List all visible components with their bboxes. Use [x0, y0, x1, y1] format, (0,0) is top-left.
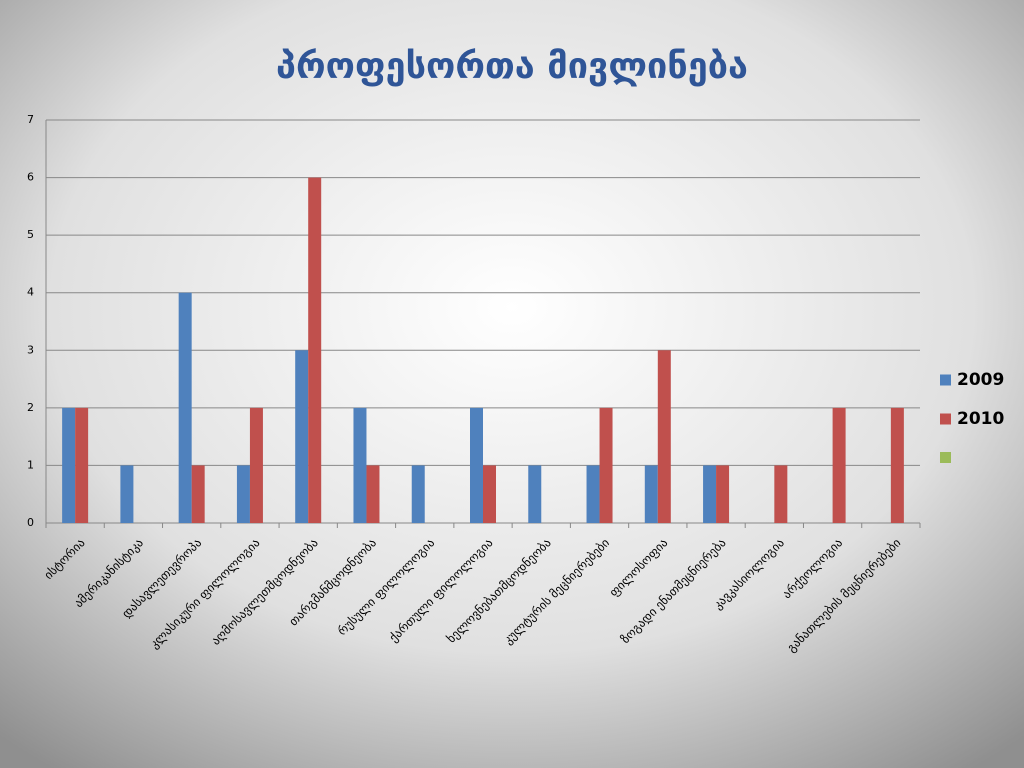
- bar: [528, 465, 542, 523]
- bar: [249, 407, 263, 523]
- legend-swatch: [940, 452, 951, 463]
- bar: [890, 407, 904, 523]
- y-tick-label: 0: [27, 516, 34, 529]
- bar: [62, 407, 76, 523]
- legend-label: 2010: [957, 409, 1004, 429]
- bar: [599, 407, 613, 523]
- y-tick-label: 3: [27, 343, 34, 356]
- bar: [470, 407, 483, 523]
- bar: [483, 465, 496, 523]
- y-tick-label: 1: [27, 458, 34, 471]
- bar: [774, 465, 788, 523]
- bar: [353, 407, 367, 523]
- y-tick-label: 5: [27, 228, 34, 241]
- bar: [308, 177, 322, 524]
- chart-title: პროფესორთა მივლინება: [276, 46, 748, 87]
- y-tick-label: 4: [27, 286, 34, 299]
- legend-label: 2009: [957, 370, 1004, 390]
- bar: [120, 465, 134, 523]
- bar: [716, 465, 730, 523]
- bar: [586, 465, 600, 523]
- bar: [832, 407, 846, 523]
- bar: [411, 465, 425, 523]
- y-tick-label: 2: [27, 401, 34, 414]
- bar: [75, 407, 89, 523]
- bar: [295, 350, 309, 523]
- legend-swatch: [940, 413, 951, 425]
- bar: [366, 465, 380, 523]
- bar: [644, 465, 658, 523]
- y-tick-label: 6: [27, 171, 34, 184]
- bar: [703, 465, 717, 523]
- bar: [191, 465, 205, 523]
- bar: [236, 465, 250, 523]
- legend-swatch: [940, 374, 951, 386]
- bar: [657, 350, 671, 523]
- y-tick-label: 7: [27, 113, 34, 126]
- bar: [178, 292, 192, 523]
